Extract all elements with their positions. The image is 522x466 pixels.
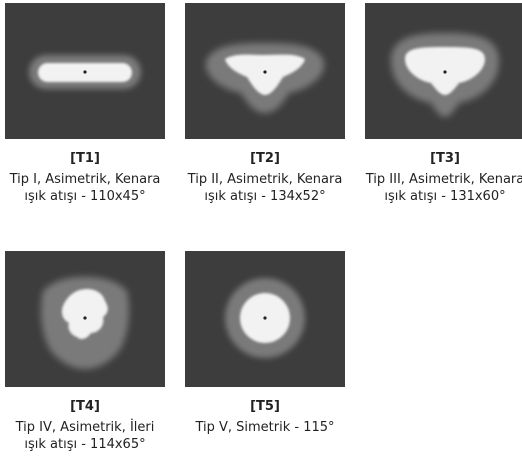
light-pattern-t4 — [5, 251, 165, 387]
type-code: [T3] — [430, 151, 460, 166]
type-description: Tip IV, Asimetrik, İleri ışık atışı - 11… — [15, 420, 155, 452]
center-dot — [83, 70, 87, 74]
light-type-card-t5: [T5] Tip V, Simetrik - 115° — [185, 251, 345, 436]
light-type-card-t2: [T2] Tip II, Asimetrik, Kenara ışık atış… — [185, 3, 345, 205]
center-dot — [443, 70, 447, 74]
light-pattern-t1 — [5, 3, 165, 139]
type-description: Tip III, Asimetrik, Kenara ışık atışı - … — [365, 172, 522, 204]
inner-light — [225, 54, 305, 95]
light-pattern-t2 — [185, 3, 345, 139]
type-description: Tip I, Asimetrik, Kenara ışık atışı - 11… — [9, 172, 161, 204]
light-type-card-t1: [T1] Tip I, Asimetrik, Kenara ışık atışı… — [5, 3, 165, 205]
type-description: Tip V, Simetrik - 115° — [195, 420, 335, 435]
type-description: Tip II, Asimetrik, Kenara ışık atışı - 1… — [187, 172, 343, 204]
light-type-card-t4: [T4] Tip IV, Asimetrik, İleri ışık atışı… — [5, 251, 165, 453]
light-pattern-t3 — [365, 3, 522, 139]
center-dot — [263, 70, 267, 74]
type-code: [T4] — [70, 399, 100, 414]
type-code: [T5] — [250, 399, 280, 414]
center-dot — [263, 316, 267, 320]
light-type-card-t3: [T3] Tip III, Asimetrik, Kenara ışık atı… — [365, 3, 522, 205]
inner-light — [61, 289, 108, 340]
type-code: [T1] — [70, 151, 100, 166]
center-dot — [83, 316, 87, 320]
type-code: [T2] — [250, 151, 280, 166]
light-pattern-t5 — [185, 251, 345, 387]
